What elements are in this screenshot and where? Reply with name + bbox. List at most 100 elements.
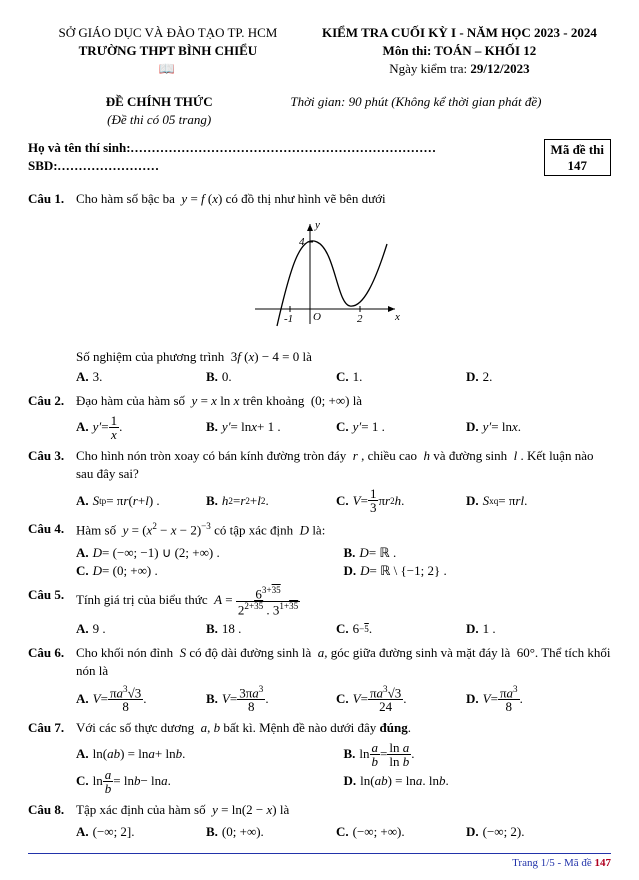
q8-opt-b: B.(0; +∞). bbox=[206, 823, 336, 841]
q1-opt-b: B.0. bbox=[206, 368, 336, 386]
footer-text: Trang 1/5 - Mã đề bbox=[512, 857, 594, 869]
q4-options: A.D = (−∞; −1) ∪ (2; +∞) . B.D = ℝ . C.D… bbox=[76, 544, 611, 580]
q3-opt-c: C.V = 13πr2h . bbox=[336, 487, 466, 514]
q2-opt-a: A.y′ = 1x . bbox=[76, 414, 206, 441]
q-label: Câu 6. bbox=[28, 644, 76, 680]
q-label: Câu 3. bbox=[28, 447, 76, 483]
info-row: Họ và tên thí sinh:.....................… bbox=[28, 139, 611, 176]
q4-opt-c: C.D = (0; +∞) . bbox=[76, 562, 344, 580]
x-axis-label: x bbox=[394, 311, 400, 323]
de-title: ĐỀ CHÍNH THỨC bbox=[28, 93, 290, 111]
made-box: Mã đề thi 147 bbox=[544, 139, 611, 176]
q8-opt-c: C.(−∞; +∞). bbox=[336, 823, 466, 841]
q-label: Câu 1. bbox=[28, 190, 76, 208]
q3-options: A.Stp = πr(r + l) . B.h2 = r2 + l2 . C.V… bbox=[76, 487, 611, 514]
origin-label: O bbox=[313, 311, 321, 323]
name-dots: ........................................… bbox=[131, 140, 437, 155]
q-text: Cho khối nón đỉnh S có độ dài đường sinh… bbox=[76, 644, 611, 680]
made-code: 147 bbox=[551, 158, 604, 174]
y-axis-label: y bbox=[314, 219, 320, 231]
cubic-graph: -1 2 4 O x y bbox=[28, 214, 611, 339]
q6-opt-d: D.V = πa38 . bbox=[466, 685, 596, 713]
question-3: Câu 3. Cho hình nón tròn xoay có bán kín… bbox=[28, 447, 611, 514]
date-label: Ngày kiểm tra: bbox=[389, 61, 470, 76]
q4-opt-d: D.D = ℝ \ {−1; 2} . bbox=[344, 562, 612, 580]
q6-opt-a: A.V = πa3√38 . bbox=[76, 685, 206, 713]
q1-opt-d: D.2. bbox=[466, 368, 596, 386]
exam-subject: Môn thi: TOÁN – KHỐI 12 bbox=[308, 42, 611, 60]
q2-opt-b: B.y′ = ln x + 1 . bbox=[206, 414, 336, 441]
subheader: ĐỀ CHÍNH THỨC (Đề thi có 05 trang) Thời … bbox=[28, 93, 611, 129]
q7-opt-b: B.ln ab = ln aln b . bbox=[344, 741, 612, 768]
date-value: 29/12/2023 bbox=[470, 61, 529, 76]
de-block: ĐỀ CHÍNH THỨC (Đề thi có 05 trang) bbox=[28, 93, 290, 129]
q5-options: A.9 . B.18 . C.6−5 . D.1 . bbox=[76, 620, 611, 638]
time-block: Thời gian: 90 phút (Không kể thời gian p… bbox=[290, 93, 611, 129]
question-8: Câu 8. Tập xác định của hàm số y = ln(2 … bbox=[28, 801, 611, 841]
q-text-pre: Cho hàm số bậc ba y = f (x) có đồ thị nh… bbox=[76, 190, 611, 208]
q3-opt-b: B.h2 = r2 + l2 . bbox=[206, 487, 336, 514]
page-footer: Trang 1/5 - Mã đề 147 bbox=[28, 853, 611, 871]
xtick-minus1: -1 bbox=[284, 313, 293, 325]
ytick-4: 4 bbox=[299, 236, 305, 248]
q1-opt-a: A.3. bbox=[76, 368, 206, 386]
q8-options: A.(−∞; 2]. B.(0; +∞). C.(−∞; +∞). D.(−∞;… bbox=[76, 823, 611, 841]
exam-title: KIỂM TRA CUỐI KỲ I - NĂM HỌC 2023 - 2024 bbox=[308, 24, 611, 42]
question-7: Câu 7. Với các số thực dương a, b bất kì… bbox=[28, 719, 611, 795]
q-text: Hàm số y = (x2 − x − 2)−3 có tập xác địn… bbox=[76, 520, 611, 540]
exam-date: Ngày kiểm tra: 29/12/2023 bbox=[308, 60, 611, 78]
question-1: Câu 1. Cho hàm số bậc ba y = f (x) có đồ… bbox=[28, 190, 611, 386]
q7-opt-d: D.ln(ab) = ln a . ln b. bbox=[344, 768, 612, 795]
q-label: Câu 8. bbox=[28, 801, 76, 819]
q7-opt-c: C.ln ab = ln b − ln a . bbox=[76, 768, 344, 795]
q2-opt-c: C.y′ = 1 . bbox=[336, 414, 466, 441]
dept-block: SỞ GIÁO DỤC VÀ ĐÀO TẠO TP. HCM TRƯỜNG TH… bbox=[28, 24, 308, 79]
time-text: Thời gian: 90 phút (Không kể thời gian p… bbox=[290, 93, 611, 111]
q5-opt-c: C.6−5 . bbox=[336, 620, 466, 638]
dept-text: SỞ GIÁO DỤC VÀ ĐÀO TẠO TP. HCM bbox=[28, 24, 308, 42]
q4-opt-b: B.D = ℝ . bbox=[344, 544, 612, 562]
sbd-dots: ........................ bbox=[58, 158, 160, 173]
q4-opt-a: A.D = (−∞; −1) ∪ (2; +∞) . bbox=[76, 544, 344, 562]
question-5: Câu 5. Tính giá trị của biểu thức A = 63… bbox=[28, 586, 611, 638]
q1-opt-c: C.1. bbox=[336, 368, 466, 386]
q2-options: A.y′ = 1x . B.y′ = ln x + 1 . C.y′ = 1 .… bbox=[76, 414, 611, 441]
q6-opt-c: C.V = πa3√324 . bbox=[336, 685, 466, 713]
name-label: Họ và tên thí sinh: bbox=[28, 140, 131, 155]
question-4: Câu 4. Hàm số y = (x2 − x − 2)−3 có tập … bbox=[28, 520, 611, 580]
q-text-post: Số nghiệm của phương trình 3f (x) − 4 = … bbox=[76, 348, 611, 366]
q6-opt-b: B.V = 3πa38 . bbox=[206, 685, 336, 713]
de-pages: (Đề thi có 05 trang) bbox=[28, 111, 290, 129]
q-label: Câu 7. bbox=[28, 719, 76, 737]
xtick-2: 2 bbox=[357, 313, 363, 325]
made-label: Mã đề thi bbox=[551, 142, 604, 158]
q7-options: A.ln(ab) = ln a + ln b. B.ln ab = ln aln… bbox=[76, 741, 611, 795]
book-icon: 📖 bbox=[28, 60, 308, 78]
q5-opt-d: D.1 . bbox=[466, 620, 596, 638]
q-label: Câu 2. bbox=[28, 392, 76, 410]
question-2: Câu 2. Đạo hàm của hàm số y = x ln x trê… bbox=[28, 392, 611, 441]
q2-opt-d: D.y′ = ln x . bbox=[466, 414, 596, 441]
q3-opt-a: A.Stp = πr(r + l) . bbox=[76, 487, 206, 514]
q1-options: A.3. B.0. C.1. D.2. bbox=[76, 368, 611, 386]
q-label: Câu 4. bbox=[28, 520, 76, 540]
q8-opt-a: A.(−∞; 2]. bbox=[76, 823, 206, 841]
q-text: Với các số thực dương a, b bất kì. Mệnh … bbox=[76, 719, 611, 737]
q8-opt-d: D.(−∞; 2). bbox=[466, 823, 596, 841]
header: SỞ GIÁO DỤC VÀ ĐÀO TẠO TP. HCM TRƯỜNG TH… bbox=[28, 24, 611, 79]
q3-opt-d: D.Sxq = πrl . bbox=[466, 487, 596, 514]
q-text: Đạo hàm của hàm số y = x ln x trên khoản… bbox=[76, 392, 611, 410]
school-name: TRƯỜNG THPT BÌNH CHIỂU bbox=[28, 42, 308, 60]
exam-block: KIỂM TRA CUỐI KỲ I - NĂM HỌC 2023 - 2024… bbox=[308, 24, 611, 79]
q-label: Câu 5. bbox=[28, 586, 76, 616]
footer-code: 147 bbox=[595, 857, 612, 869]
q6-options: A.V = πa3√38 . B.V = 3πa38 . C.V = πa3√3… bbox=[76, 685, 611, 713]
q5-opt-b: B.18 . bbox=[206, 620, 336, 638]
info-line: Họ và tên thí sinh:.....................… bbox=[28, 139, 536, 175]
question-6: Câu 6. Cho khối nón đỉnh S có độ dài đườ… bbox=[28, 644, 611, 713]
q-text: Tính giá trị của biểu thức A = 63+3522+3… bbox=[76, 586, 611, 616]
q-text: Cho hình nón tròn xoay có bán kính đường… bbox=[76, 447, 611, 483]
q5-opt-a: A.9 . bbox=[76, 620, 206, 638]
q7-opt-a: A.ln(ab) = ln a + ln b. bbox=[76, 741, 344, 768]
sbd-label: SBD: bbox=[28, 158, 58, 173]
